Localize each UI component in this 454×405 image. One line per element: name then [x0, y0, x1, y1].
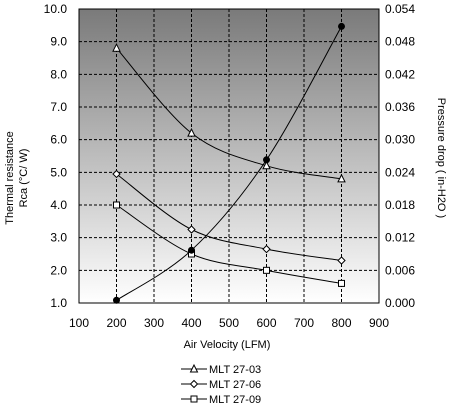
legend-label: MLT 27-06: [209, 379, 261, 391]
x-tick-label: 300: [144, 316, 164, 330]
series-line-mlt-27-06: [116, 173, 342, 262]
right-tick-label: 0.000: [385, 296, 415, 310]
legend-marker: [189, 363, 199, 373]
left-axis-title-line2: Rca (°C/ W): [18, 149, 30, 208]
left-axis-ticks: 1.0 2.0 3.0 4.0 5.0 6.0 7.0 8.0 9.0 10.0: [44, 2, 68, 310]
right-tick-label: 0.012: [385, 231, 415, 245]
data-point-mlt-27-03: [337, 173, 346, 183]
series-group: [112, 22, 346, 304]
data-point-mlt-27-09: [113, 201, 120, 209]
right-tick-label: 0.042: [385, 67, 415, 81]
data-point-pressure-drop: [263, 156, 270, 164]
data-point-pressure-drop: [113, 296, 120, 304]
x-tick-label: 400: [181, 316, 201, 330]
right-tick-label: 0.006: [385, 263, 415, 277]
data-point-mlt-27-09: [338, 279, 345, 287]
data-point-mlt-27-06: [187, 225, 196, 234]
x-tick-label: 700: [294, 316, 314, 330]
legend: MLT 27-03 MLT 27-06 MLT 27-09: [181, 363, 261, 405]
left-tick-label: 3.0: [50, 231, 67, 245]
left-tick-label: 10.0: [44, 2, 68, 16]
x-axis-ticks: 100 200 300 400 500 600 700 800 900: [69, 316, 389, 330]
series-line-mlt-27-09: [116, 204, 342, 284]
data-point-mlt-27-09: [263, 266, 270, 274]
legend-marker: [190, 395, 198, 403]
right-axis-ticks: 0.000 0.006 0.012 0.018 0.024 0.030 0.036 0.042…: [385, 2, 415, 310]
right-tick-label: 0.036: [385, 100, 415, 114]
series-line-pressure-drop: [116, 26, 342, 301]
data-point-mlt-27-06: [337, 256, 346, 265]
left-tick-label: 7.0: [50, 100, 67, 114]
x-tick-label: 200: [106, 316, 126, 330]
right-tick-label: 0.030: [385, 133, 415, 147]
legend-label: MLT 27-03: [209, 364, 261, 376]
x-axis-title: Air Velocity (LFM): [184, 339, 271, 351]
data-point-mlt-27-06: [262, 244, 271, 254]
data-point-mlt-27-03: [187, 128, 196, 137]
right-tick-label: 0.024: [385, 165, 415, 179]
left-tick-label: 8.0: [50, 67, 67, 81]
right-tick-label: 0.018: [385, 198, 415, 212]
left-tick-label: 4.0: [50, 198, 67, 212]
left-tick-label: 5.0: [50, 165, 67, 179]
data-point-pressure-drop: [338, 22, 345, 30]
x-tick-label: 500: [219, 316, 239, 330]
right-tick-label: 0.054: [385, 2, 415, 16]
legend-label: MLT 27-09: [209, 394, 261, 405]
left-axis-title-line1: Thermal resistance: [4, 131, 16, 225]
series-line-mlt-27-03: [116, 47, 342, 180]
x-tick-label: 600: [256, 316, 276, 330]
data-point-mlt-27-06: [112, 169, 121, 179]
right-axis-title: Pressure drop ( in-H2O ): [435, 98, 447, 218]
left-tick-label: 9.0: [50, 35, 67, 49]
data-point-pressure-drop: [188, 246, 195, 254]
x-tick-label: 900: [369, 316, 389, 330]
x-tick-label: 100: [69, 316, 89, 330]
left-tick-label: 2.0: [50, 263, 67, 277]
legend-marker: [189, 379, 199, 389]
right-tick-label: 0.048: [385, 35, 415, 49]
gridlines: [79, 9, 379, 303]
left-tick-label: 6.0: [50, 133, 67, 147]
data-point-mlt-27-03: [262, 160, 271, 170]
left-tick-label: 1.0: [50, 296, 67, 310]
x-tick-label: 800: [331, 316, 351, 330]
data-point-mlt-27-03: [112, 43, 121, 52]
